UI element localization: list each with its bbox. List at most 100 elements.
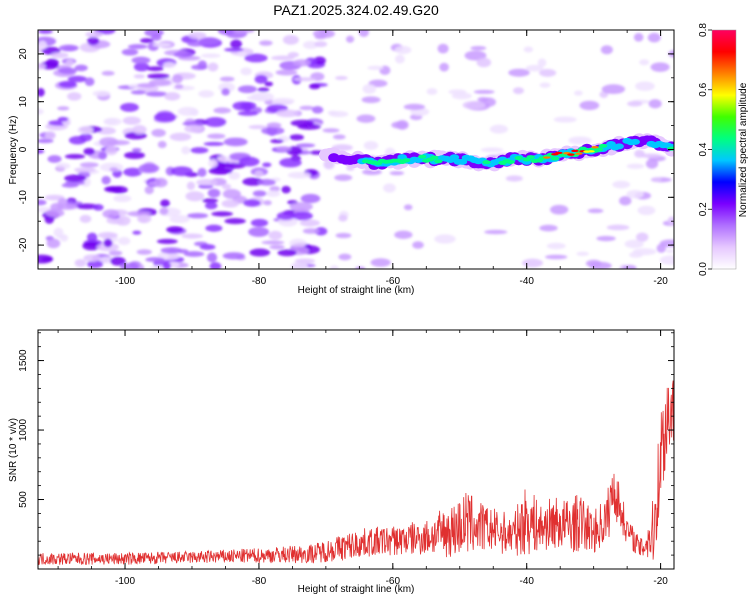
spectrogram-noise-blob (323, 159, 335, 170)
spectrogram-noise-blob (281, 185, 291, 194)
spectrogram-noise-blob (389, 171, 405, 176)
spectrogram-ridge-blob (567, 153, 575, 156)
spectrogram-noise-blob (232, 30, 255, 34)
spectrogram-noise-blob (362, 83, 377, 94)
spectrogram-noise-blob (358, 30, 370, 38)
spectrogram-noise-blob (124, 151, 146, 160)
spectrogram-noise-blob (46, 238, 61, 249)
spectrogram-noise-blob (196, 179, 218, 186)
spectrogram-ridge-blob (514, 156, 523, 161)
spectrogram-noise-blob (434, 234, 456, 244)
spectrogram-ridge-blob (430, 155, 439, 160)
spectrogram-noise-blob (144, 30, 164, 37)
spectrogram-noise-blob (145, 257, 165, 263)
spectrogram-ridge-blob (630, 138, 640, 145)
spectrogram-noise-blob (151, 128, 166, 137)
spectrogram-noise-blob (587, 208, 604, 214)
spectrogram-noise-blob (190, 108, 199, 117)
spectrogram-noise-blob (626, 190, 644, 199)
spectrogram-noise-blob (38, 138, 54, 144)
spectrogram-noise-blob (299, 105, 315, 111)
spectrogram-noise-blob (228, 171, 240, 180)
snr-y-ticks: 500 1000 1500 (18, 332, 674, 556)
spectrogram-noise-blob (606, 224, 630, 231)
spectrogram-noise-blob (197, 60, 207, 70)
colorbar-tick-label: 0.0 (698, 262, 709, 276)
snr-x-tick-label: -20 (653, 576, 668, 587)
spectrogram-noise-blob (244, 53, 268, 63)
spectrogram-noise-blob (198, 90, 215, 98)
spectrogram-noise-blob (64, 174, 87, 183)
spectrogram-noise-blob (58, 67, 78, 74)
snr-x-ticks: -100 -80 -60 -40 -20 (57, 330, 668, 587)
spectrogram-y-tick-label: -10 (18, 190, 29, 205)
spectrogram-noise-blob (101, 70, 115, 76)
spectrogram-noise-blob (144, 185, 154, 195)
spectrogram-noise-blob (370, 258, 391, 267)
spectrogram-x-ticks: -100 -80 -60 -40 -20 (57, 30, 668, 287)
spectrogram-noise-blob (277, 249, 297, 257)
spectrogram-noise-blob (275, 109, 300, 118)
spectrogram-noise-blob (269, 185, 280, 192)
spectrogram-x-tick-label: -80 (252, 276, 267, 287)
spectrogram-noise-blob (163, 61, 176, 69)
spectrogram-ylabel: Frequency (Hz) (8, 116, 19, 185)
spectrogram-noise-blob (300, 193, 321, 204)
spectrogram-noise-blob (38, 149, 45, 154)
spectrogram-noise-blob (259, 40, 273, 46)
spectrogram-noise-blob (656, 243, 667, 253)
snr-x-tick-label: -80 (252, 576, 267, 587)
spectrogram-ridge-blob (550, 156, 560, 161)
spectrogram-noise-blob (355, 266, 366, 269)
spectrogram-noise-blob (622, 264, 637, 269)
spectrogram-noise-blob (170, 166, 193, 177)
spectrogram-noise-blob (184, 124, 203, 133)
spectrogram-noise-blob (521, 258, 544, 268)
spectrogram-noise-blob (57, 106, 70, 111)
spectrogram-noise-blob (633, 32, 644, 42)
spectrogram-noise-blob (47, 155, 62, 163)
snr-x-tick-label: -60 (386, 576, 401, 587)
spectrogram-noise-blob (314, 41, 328, 48)
spectrogram-noise-blob (197, 167, 207, 178)
spectrogram-noise-blob (383, 183, 396, 193)
spectrogram-noise-blob (250, 218, 269, 227)
spectrogram-noise-blob (106, 186, 120, 191)
spectrogram-noise-blob (183, 251, 205, 257)
spectrogram-ridge-blob (614, 143, 624, 150)
spectrogram-noise-blob (648, 99, 662, 109)
spectrogram-noise-blob (237, 51, 248, 57)
spectrogram-noise-blob (403, 103, 426, 111)
spectrogram-noise-blob (160, 199, 170, 208)
spectrogram-noise-blob (293, 59, 311, 67)
spectrogram-noise-blob (282, 34, 299, 45)
spectrogram-noise-blob (38, 63, 46, 70)
spectrogram-noise-blob (568, 136, 592, 145)
spectrogram-noise-blob (186, 181, 196, 191)
spectrogram-noise-blob (204, 117, 227, 127)
spectrogram-noise-blob (83, 254, 101, 262)
spectrogram-noise-blob (484, 229, 508, 235)
spectrogram-noise-blob (289, 238, 307, 248)
spectrogram-y-ticks: 20 10 0 -10 -20 (18, 29, 674, 270)
spectrogram-noise-blob (659, 255, 674, 265)
spectrogram-noise-blob (41, 257, 53, 262)
spectrogram-ridge-blob (526, 155, 535, 160)
spectrogram-noise-blob (639, 59, 650, 66)
spectrogram-noise-blob (647, 32, 661, 43)
spectrogram-noise-blob (635, 81, 655, 91)
spectrogram-noise-blob (38, 108, 44, 115)
spectrogram-noise-blob (185, 191, 205, 202)
spectrogram-noise-blob (138, 215, 148, 223)
spectrogram-noise-blob (391, 121, 408, 129)
snr-panel: -100 -80 -60 -40 -20 500 1000 1500 Height of s… (8, 329, 675, 595)
spectrogram-ridge (318, 133, 674, 172)
spectrogram-noise-blob (464, 50, 487, 61)
spectrogram-noise-blob (295, 143, 316, 148)
spectrogram-noise-blob (627, 100, 643, 107)
snr-y-tick-label: 1000 (18, 418, 29, 441)
spectrogram-noise-blob (79, 214, 92, 223)
spectrogram-noise-blob (44, 131, 56, 140)
spectrogram-noise-blob (160, 247, 183, 254)
spectrogram-noise-blob (248, 226, 270, 237)
